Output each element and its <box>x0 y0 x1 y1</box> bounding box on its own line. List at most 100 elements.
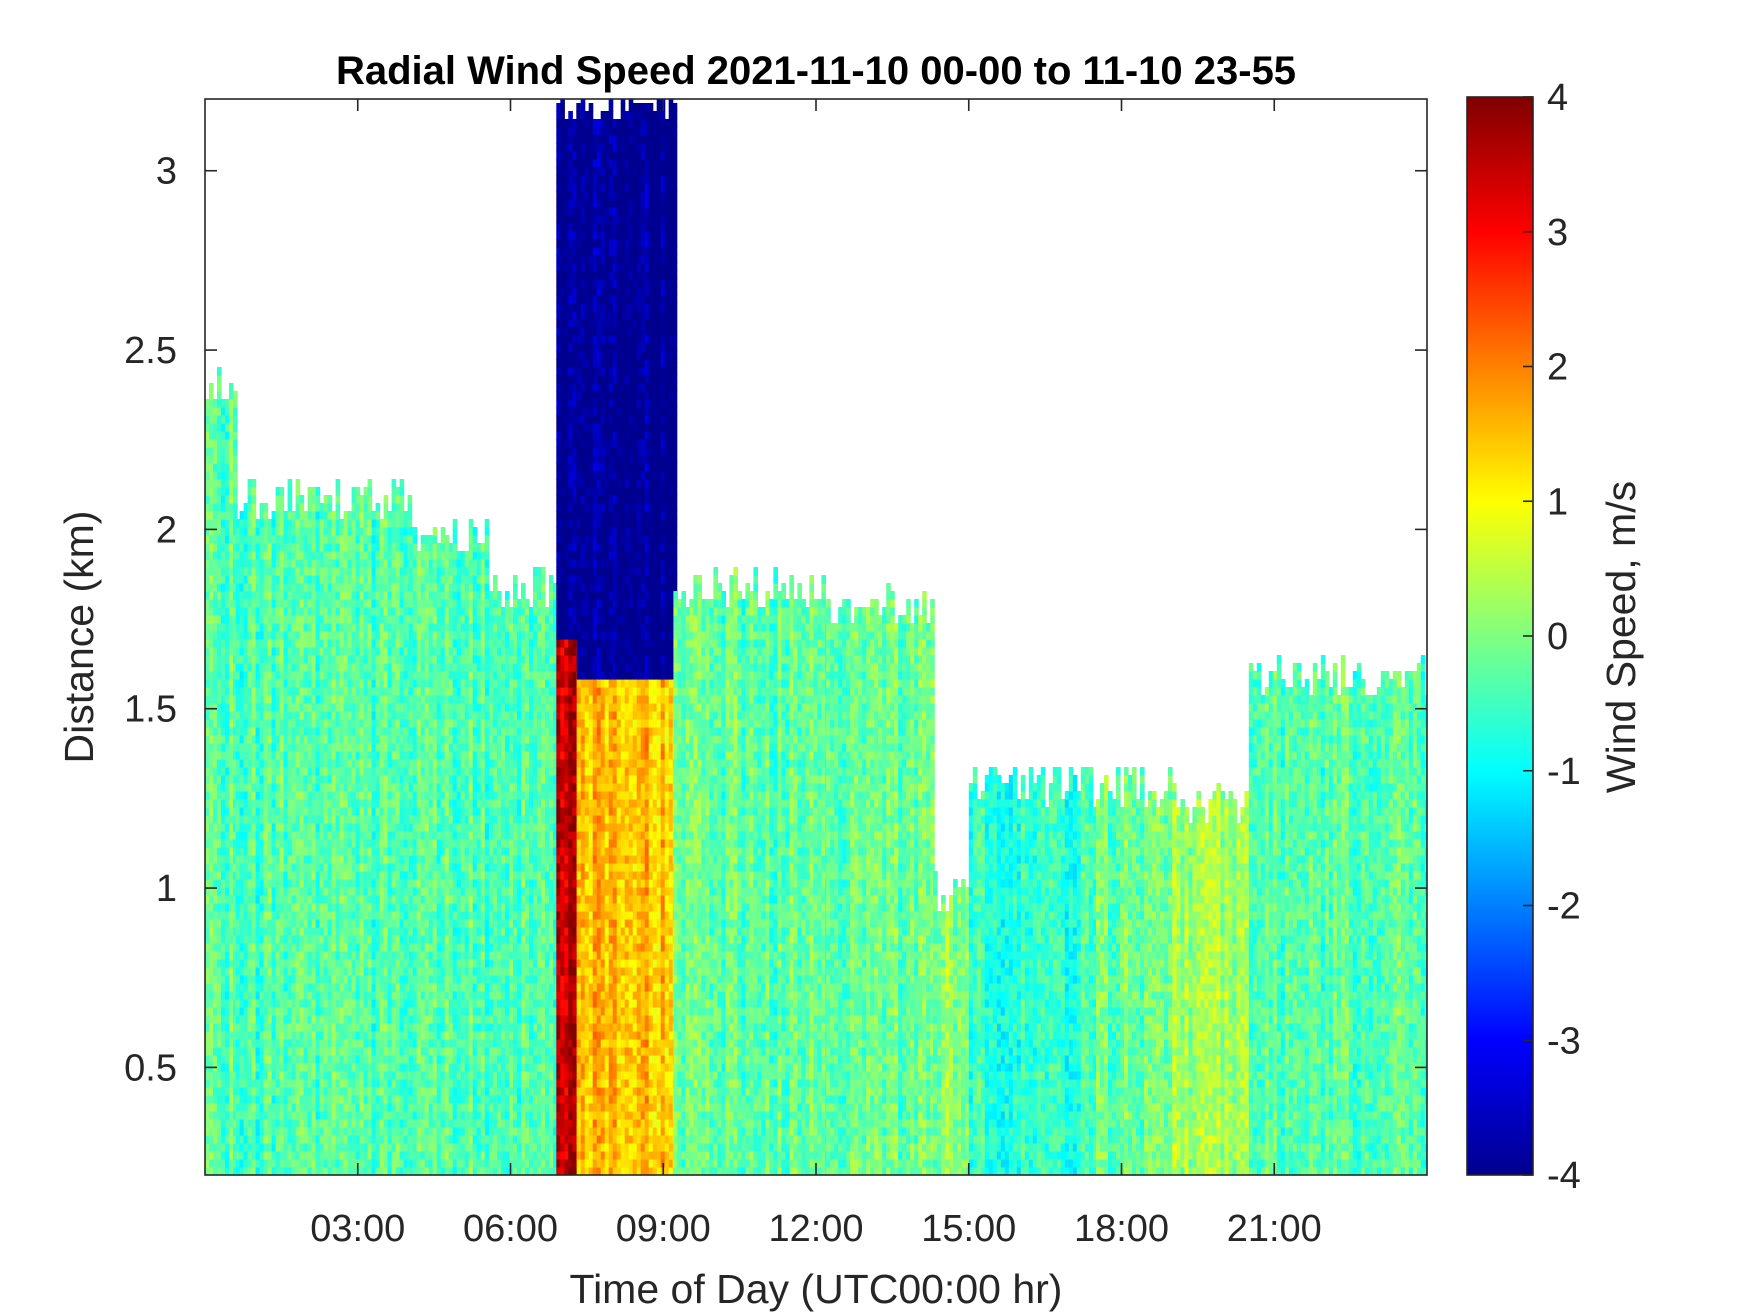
heatmap-cell <box>359 879 365 888</box>
heatmap-cell <box>243 703 249 712</box>
heatmap-cell <box>399 855 405 864</box>
heatmap-cell <box>205 839 210 848</box>
heatmap-cell <box>355 1135 361 1144</box>
heatmap-cell <box>283 583 289 592</box>
heatmap-cell <box>412 871 418 880</box>
heatmap-cell <box>424 975 430 984</box>
heatmap-cell <box>395 503 401 512</box>
heatmap-cell <box>403 999 409 1008</box>
heatmap-cell <box>359 583 365 592</box>
heatmap-cell <box>221 559 226 568</box>
heatmap-cell <box>412 735 418 744</box>
heatmap-cell <box>399 783 405 792</box>
heatmap-cell <box>319 871 325 880</box>
heatmap-cell <box>263 967 269 976</box>
heatmap-cell <box>387 1087 393 1096</box>
heatmap-cell <box>383 655 389 664</box>
heatmap-cell <box>375 751 381 760</box>
heatmap-cell <box>363 719 369 728</box>
heatmap-cell <box>416 647 422 656</box>
heatmap-cell <box>387 855 393 864</box>
heatmap-cell <box>331 719 337 728</box>
heatmap-cell <box>239 1063 245 1072</box>
heatmap-cell <box>339 1007 345 1016</box>
heatmap-cell <box>367 727 373 736</box>
heatmap-cell <box>403 615 409 624</box>
heatmap-cell <box>283 831 289 840</box>
heatmap-cell <box>315 943 321 952</box>
heatmap-cell <box>387 1071 393 1080</box>
heatmap-cell <box>351 567 357 576</box>
heatmap-cell <box>351 759 357 768</box>
heatmap-cell <box>387 1119 393 1128</box>
heatmap-cell <box>331 575 337 584</box>
heatmap-cell <box>225 495 230 504</box>
heatmap-cell <box>205 703 210 712</box>
heatmap-cell <box>259 679 265 688</box>
heatmap-cell <box>243 567 249 576</box>
heatmap-cell <box>359 1007 365 1016</box>
heatmap-cell <box>391 863 397 872</box>
heatmap-cell <box>428 999 434 1008</box>
heatmap-cell <box>395 847 401 856</box>
heatmap-cell <box>424 871 430 880</box>
heatmap-cell <box>235 1159 241 1168</box>
heatmap-cell <box>291 999 297 1008</box>
heatmap-cell <box>420 1119 426 1128</box>
heatmap-cell <box>209 559 214 568</box>
heatmap-cell <box>247 1055 253 1064</box>
heatmap-cell <box>307 927 313 936</box>
heatmap-cell <box>327 895 333 904</box>
heatmap-cell <box>399 1143 405 1152</box>
heatmap-cell <box>412 583 418 592</box>
heatmap-cell <box>307 671 313 680</box>
heatmap-cell <box>335 703 341 712</box>
heatmap-cell <box>347 991 353 1000</box>
heatmap-cell <box>383 759 389 768</box>
heatmap-cell <box>311 559 317 568</box>
heatmap-cell <box>271 839 277 848</box>
heatmap-cell <box>371 983 377 992</box>
heatmap-cell <box>303 863 309 872</box>
heatmap-cell <box>291 975 297 984</box>
heatmap-cell <box>319 623 325 632</box>
heatmap-cell <box>420 975 426 984</box>
heatmap-cell <box>291 543 297 552</box>
heatmap-cell <box>209 911 214 920</box>
heatmap-cell <box>217 495 222 504</box>
heatmap-cell <box>379 775 385 784</box>
heatmap-cell <box>209 615 214 624</box>
heatmap-cell <box>263 943 269 952</box>
heatmap-cell <box>307 999 313 1008</box>
heatmap-cell <box>359 887 365 896</box>
heatmap-cell <box>291 623 297 632</box>
heatmap-cell <box>311 943 317 952</box>
heatmap-cell <box>217 1007 222 1016</box>
heatmap-cell <box>391 855 397 864</box>
heatmap-cell <box>408 1151 414 1160</box>
heatmap-cell <box>387 1111 393 1120</box>
heatmap-cell <box>335 871 341 880</box>
heatmap-cell <box>303 767 309 776</box>
heatmap-cell <box>283 567 289 576</box>
heatmap-cell <box>375 623 381 632</box>
heatmap-cell <box>225 743 230 752</box>
heatmap-cell <box>267 671 273 680</box>
heatmap-cell <box>287 1031 293 1040</box>
heatmap-cell <box>311 983 317 992</box>
heatmap-cell <box>283 615 289 624</box>
heatmap-cell <box>205 1143 210 1152</box>
heatmap-cell <box>375 535 381 544</box>
heatmap-cell <box>315 1071 321 1080</box>
heatmap-cell <box>239 927 245 936</box>
heatmap-cell <box>343 559 349 568</box>
heatmap-cell <box>239 823 245 832</box>
heatmap-cell <box>315 679 321 688</box>
heatmap-cell <box>331 831 337 840</box>
heatmap-cell <box>371 703 377 712</box>
heatmap-cell <box>287 1135 293 1144</box>
heatmap-cell <box>359 503 365 512</box>
heatmap-cell <box>221 479 226 488</box>
heatmap-cell <box>295 615 301 624</box>
heatmap-cell <box>311 1143 317 1152</box>
